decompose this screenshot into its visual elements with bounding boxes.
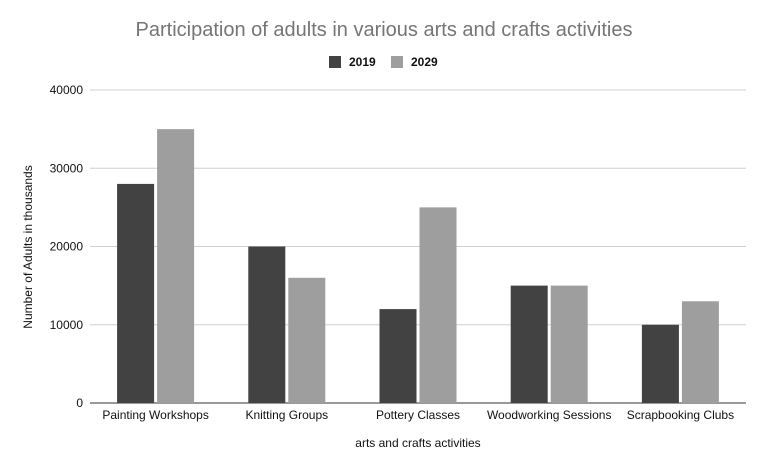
bar-2029-knitting-groups xyxy=(288,277,326,403)
y-tick-label: 30000 xyxy=(50,161,84,175)
bar-2029-pottery-classes xyxy=(419,207,457,403)
chart-title: Participation of adults in various arts … xyxy=(136,19,633,41)
legend-swatch-2029 xyxy=(391,56,403,68)
x-tick-label: Woodworking Sessions xyxy=(487,408,612,422)
y-tick-label: 20000 xyxy=(50,240,84,254)
bar-2029-scrapbooking-clubs xyxy=(681,301,719,403)
y-tick-label: 10000 xyxy=(50,318,84,332)
legend-label-2019: 2019 xyxy=(349,55,376,69)
x-axis-label: arts and crafts activities xyxy=(355,436,480,450)
bar-2019-woodworking-sessions xyxy=(510,285,548,403)
bar-2019-scrapbooking-clubs xyxy=(641,324,679,403)
y-axis-label: Number of Adults in thousands xyxy=(21,165,35,328)
grid xyxy=(90,89,746,404)
x-axis-ticks: Painting Workshops Knitting Groups Pottery… xyxy=(102,408,734,422)
legend-label-2029: 2029 xyxy=(411,55,438,69)
bar-2019-knitting-groups xyxy=(248,246,286,403)
y-tick-label: 40000 xyxy=(50,83,84,97)
x-tick-label: Knitting Groups xyxy=(245,408,328,422)
bar-2029-woodworking-sessions xyxy=(550,285,588,403)
x-tick-label: Scrapbooking Clubs xyxy=(627,408,734,422)
y-axis-ticks: 0 10000 20000 30000 40000 xyxy=(50,83,84,410)
x-tick-label: Painting Workshops xyxy=(102,408,209,422)
bar-2019-pottery-classes xyxy=(379,309,417,403)
legend-swatch-2019 xyxy=(329,56,341,68)
bar-2029-painting-workshops xyxy=(157,129,195,403)
legend: 2019 2029 xyxy=(329,55,438,69)
bar-2019-painting-workshops xyxy=(117,183,155,403)
bars xyxy=(117,129,719,403)
x-tick-label: Pottery Classes xyxy=(376,408,460,422)
y-tick-label: 0 xyxy=(76,396,83,410)
